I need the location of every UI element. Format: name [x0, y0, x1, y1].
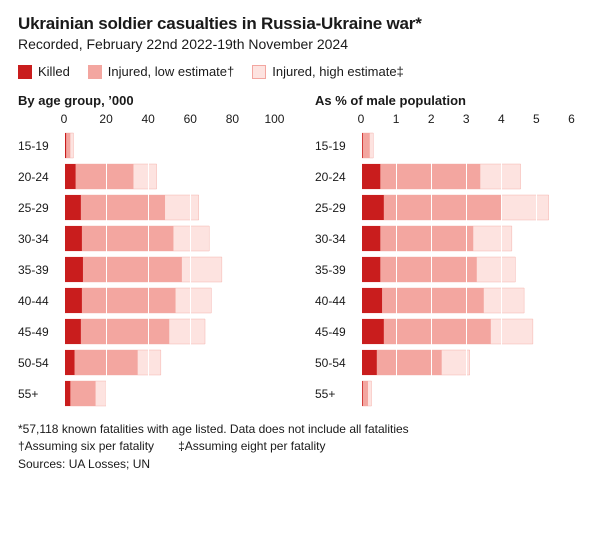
row-label: 15-19 [315, 139, 361, 153]
row-label: 50-54 [315, 356, 361, 370]
row-label: 20-24 [315, 170, 361, 184]
axis-tick-label: 0 [358, 112, 365, 126]
axis-tick-label: 1 [393, 112, 400, 126]
table-row: 55+ [315, 378, 582, 409]
table-row: 50-54 [18, 347, 285, 378]
row-label: 45-49 [18, 325, 64, 339]
axis-tick-label: 5 [533, 112, 540, 126]
row-label: 25-29 [315, 201, 361, 215]
axis-tick-label: 100 [264, 112, 284, 126]
legend-item-killed: Killed [18, 64, 70, 79]
axis-tick-label: 2 [428, 112, 435, 126]
row-label: 25-29 [18, 201, 64, 215]
row-label: 55+ [18, 387, 64, 401]
bar-area [64, 254, 285, 285]
table-row: 20-24 [18, 161, 285, 192]
bar-area [64, 192, 285, 223]
chart-left-body: 15-19 20-24 25-29 30-34 35-39 40-44 45-49 50-54… [18, 130, 285, 409]
row-label: 35-39 [18, 263, 64, 277]
footnote-sources: Sources: UA Losses; UN [18, 456, 582, 473]
bar-area [361, 192, 582, 223]
table-row: 15-19 [315, 130, 582, 161]
axis-tick-label: 60 [184, 112, 197, 126]
table-row: 35-39 [315, 254, 582, 285]
table-row: 55+ [18, 378, 285, 409]
charts-container: By age group, ’000 020406080100 15-1920-… [18, 93, 582, 409]
bar-area [361, 223, 582, 254]
footnote-2a: †Assuming six per fatality [18, 438, 154, 455]
legend-label: Injured, high estimate‡ [272, 64, 404, 79]
bar-area [64, 316, 285, 347]
table-row: 35-39 [18, 254, 285, 285]
table-row: 50-54 [315, 347, 582, 378]
row-label: 45-49 [315, 325, 361, 339]
bar-area [361, 316, 582, 347]
bar-area [361, 130, 582, 161]
row-label: 40-44 [315, 294, 361, 308]
table-row: 45-49 [315, 316, 582, 347]
legend-label: Killed [38, 64, 70, 79]
table-row: 40-44 [18, 285, 285, 316]
swatch-killed [18, 65, 32, 79]
bar-area [361, 254, 582, 285]
footnote-2b: ‡Assuming eight per fatality [178, 438, 325, 455]
bar-area [64, 347, 285, 378]
table-row: 25-29 [315, 192, 582, 223]
chart-subtitle: Recorded, February 22nd 2022-19th Novemb… [18, 36, 582, 52]
bar-area [64, 378, 285, 409]
bar-area [64, 130, 285, 161]
row-label: 15-19 [18, 139, 64, 153]
row-label: 30-34 [315, 232, 361, 246]
table-row: 20-24 [315, 161, 582, 192]
bar-area [361, 285, 582, 316]
bar-area [361, 347, 582, 378]
bar-area [361, 378, 582, 409]
axis-tick-label: 3 [463, 112, 470, 126]
table-row: 45-49 [18, 316, 285, 347]
chart-left: By age group, ’000 0 20 40 60 80 100 15-19 20-… [18, 93, 285, 409]
chart-right-title: As % of male population [315, 93, 582, 108]
row-label: 40-44 [18, 294, 64, 308]
chart-left-title: By age group, ’000 [18, 93, 285, 108]
table-row: 40-44 [315, 285, 582, 316]
row-label: 20-24 [18, 170, 64, 184]
footnote-1: *57,118 known fatalities with age listed… [18, 421, 582, 438]
row-label: 35-39 [315, 263, 361, 277]
chart-right: As % of male population 0 1 2 3 4 5 6 15-19 20-… [315, 93, 582, 409]
footnotes: *57,118 known fatalities with age listed… [18, 421, 582, 473]
legend: Killed Injured, low estimate† Injured, h… [18, 64, 582, 79]
chart-left-axis: 0 20 40 60 80 100 [18, 112, 285, 130]
legend-label: Injured, low estimate† [108, 64, 234, 79]
swatch-injured-high [252, 65, 266, 79]
bar-area [64, 223, 285, 254]
table-row: 15-19 [18, 130, 285, 161]
chart-title: Ukrainian soldier casualties in Russia-U… [18, 14, 582, 34]
chart-right-body: 15-19 20-24 25-29 30-34 35-39 40-44 45-49 50-54… [315, 130, 582, 409]
table-row: 30-34 [18, 223, 285, 254]
bar-area [64, 161, 285, 192]
table-row: 30-34 [315, 223, 582, 254]
axis-tick-label: 0 [61, 112, 68, 126]
row-label: 30-34 [18, 232, 64, 246]
axis-tick-label: 40 [142, 112, 155, 126]
chart-right-axis: 0 1 2 3 4 5 6 [315, 112, 582, 130]
legend-item-injured-high: Injured, high estimate‡ [252, 64, 404, 79]
table-row: 25-29 [18, 192, 285, 223]
legend-item-injured-low: Injured, low estimate† [88, 64, 234, 79]
axis-tick-label: 80 [226, 112, 239, 126]
row-label: 50-54 [18, 356, 64, 370]
swatch-injured-low [88, 65, 102, 79]
row-label: 55+ [315, 387, 361, 401]
bar-area [64, 285, 285, 316]
axis-tick-label: 4 [498, 112, 505, 126]
bar-area [361, 161, 582, 192]
axis-tick-label: 20 [99, 112, 112, 126]
axis-tick-label: 6 [568, 112, 575, 126]
